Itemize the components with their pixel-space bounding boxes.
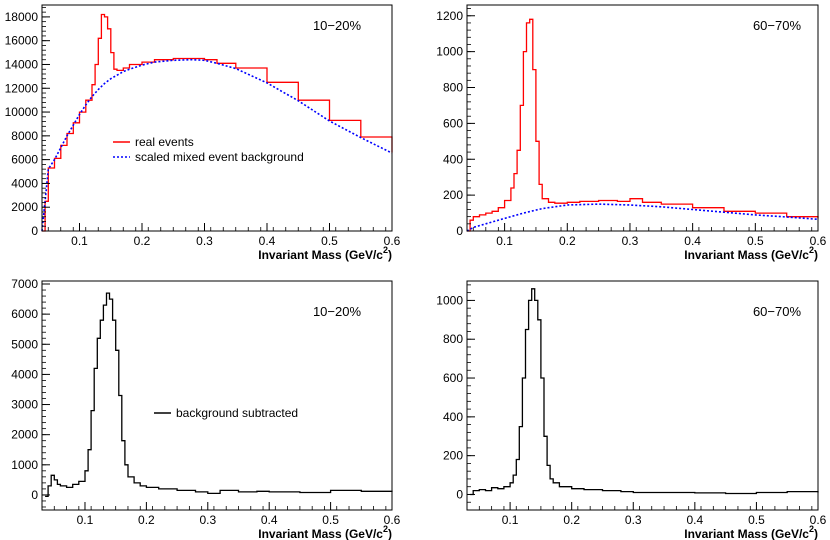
x-axis-title: Invariant Mass (GeV/c2): [258, 524, 392, 540]
plot-frame: [466, 4, 819, 232]
x-tick-label: 0.4: [259, 234, 276, 248]
panel-top-left: 0.1 0.2 0.3 0.4 0.5 0.6 0 2000 4000 6000 8000 10000…: [5, 4, 401, 262]
x-axis-title: Invariant Mass (GeV/c2): [684, 245, 818, 262]
x-tick-label: 0.2: [559, 234, 576, 248]
x-axis-title: Invariant Mass (GeV/c2): [258, 245, 392, 262]
x-tick-label: 0.6: [810, 513, 827, 527]
series-line-background-subtracted: [45, 292, 393, 498]
x-tick-label: 0.1: [71, 234, 88, 248]
x-axis-title-main: Invariant Mass (GeV/c: [684, 248, 809, 262]
x-axis-title-superscript: 2: [383, 245, 388, 255]
y-tick-label: 14000: [5, 57, 39, 71]
y-tick-label: 2000: [11, 428, 38, 442]
y-tick-label: 1000: [436, 45, 463, 59]
y-tick-label: 16000: [5, 34, 39, 48]
y-tick-label: 800: [443, 81, 463, 95]
x-tick-label: 0.3: [196, 234, 213, 248]
y-tick-label: 0: [31, 488, 38, 502]
series-line-series-0: [470, 288, 819, 496]
x-tick-label: 0.5: [322, 513, 339, 527]
y-tick-label: 400: [443, 410, 463, 424]
x-tick-label: 0.3: [625, 513, 642, 527]
x-axis-title-close: ): [388, 527, 392, 540]
series-line-series-1: [466, 203, 819, 232]
x-tick-label: 0.1: [502, 513, 519, 527]
legend-label: real events: [135, 135, 194, 149]
panel-bottom-left: 0.1 0.2 0.3 0.4 0.5 0.6 0 1000 2000 3000 4000 5000 6…: [11, 277, 400, 540]
x-axis-title-close: ): [388, 248, 392, 262]
legend-label: scaled mixed event background: [135, 150, 304, 164]
y-tick-label: 200: [443, 188, 463, 202]
y-tick-label: 6000: [11, 153, 38, 167]
x-tick-label: 0.4: [686, 513, 703, 527]
y-tick-label: 1200: [436, 9, 463, 23]
centrality-label: 10−20%: [313, 18, 362, 33]
legend-label: background subtracted: [176, 406, 298, 420]
y-tick-label: 8000: [11, 129, 38, 143]
y-tick-label: 0: [456, 487, 463, 501]
y-tick-label: 3000: [11, 398, 38, 412]
x-tick-label: 0.1: [77, 513, 94, 527]
y-tick-label: 0: [31, 224, 38, 238]
y-tick-label: 4000: [11, 176, 38, 190]
x-tick-label: 0.2: [563, 513, 580, 527]
x-axis-title-main: Invariant Mass (GeV/c: [258, 248, 383, 262]
y-tick-label: 18000: [5, 10, 39, 24]
y-tick-label: 1000: [436, 293, 463, 307]
x-tick-label: 0.4: [684, 234, 701, 248]
y-tick-label: 200: [443, 449, 463, 463]
x-tick-label: 0.4: [261, 513, 278, 527]
x-tick-label: 0.2: [138, 513, 155, 527]
y-tick-label: 4000: [11, 367, 38, 381]
centrality-label: 10−20%: [313, 304, 362, 319]
plot-frame: [466, 280, 819, 511]
y-tick-label: 10000: [5, 105, 39, 119]
x-tick-label: 0.5: [321, 234, 338, 248]
y-tick-label: 1000: [11, 458, 38, 472]
y-tick-label: 400: [443, 152, 463, 166]
x-axis-title-main: Invariant Mass (GeV/c: [258, 527, 383, 540]
x-axis-title-superscript: 2: [383, 524, 388, 534]
y-tick-label: 0: [456, 224, 463, 238]
y-tick-label: 600: [443, 371, 463, 385]
y-tick-label: 600: [443, 116, 463, 130]
centrality-label: 60−70%: [753, 18, 802, 33]
y-tick-label: 7000: [11, 277, 38, 291]
x-axis-title-close: ): [814, 248, 818, 262]
y-tick-label: 12000: [5, 81, 39, 95]
x-tick-label: 0.6: [384, 234, 401, 248]
centrality-label: 60−70%: [753, 304, 802, 319]
x-axis-title-main: Invariant Mass (GeV/c: [684, 527, 809, 540]
x-tick-label: 0.2: [134, 234, 151, 248]
series-line-real-events: [42, 13, 393, 232]
series-line-scaled-mixed-event-background: [41, 58, 393, 232]
x-axis-title: Invariant Mass (GeV/c2): [684, 524, 818, 540]
plot-frame: [41, 4, 393, 232]
y-tick-label: 6000: [11, 307, 38, 321]
panel-bottom-right: 0.1 0.2 0.3 0.4 0.5 0.6 0 200 400 600 800 1000 Invar…: [436, 280, 827, 540]
panel-top-right: 0.1 0.2 0.3 0.4 0.5 0.6 0 200 400 600 800 1000 1200 I…: [436, 4, 827, 262]
plot-frame: [41, 280, 393, 511]
x-tick-label: 0.6: [810, 234, 827, 248]
x-tick-label: 0.3: [622, 234, 639, 248]
x-axis-title-close: ): [814, 527, 818, 540]
y-tick-label: 2000: [11, 200, 38, 214]
y-tick-label: 5000: [11, 337, 38, 351]
x-axis-title-superscript: 2: [809, 524, 814, 534]
y-tick-label: 800: [443, 332, 463, 346]
x-tick-label: 0.5: [748, 513, 765, 527]
series-line-series-0: [467, 18, 819, 232]
x-axis-title-superscript: 2: [809, 245, 814, 255]
x-tick-label: 0.3: [199, 513, 216, 527]
x-tick-label: 0.6: [384, 513, 401, 527]
x-tick-label: 0.5: [747, 234, 764, 248]
x-tick-label: 0.1: [496, 234, 513, 248]
